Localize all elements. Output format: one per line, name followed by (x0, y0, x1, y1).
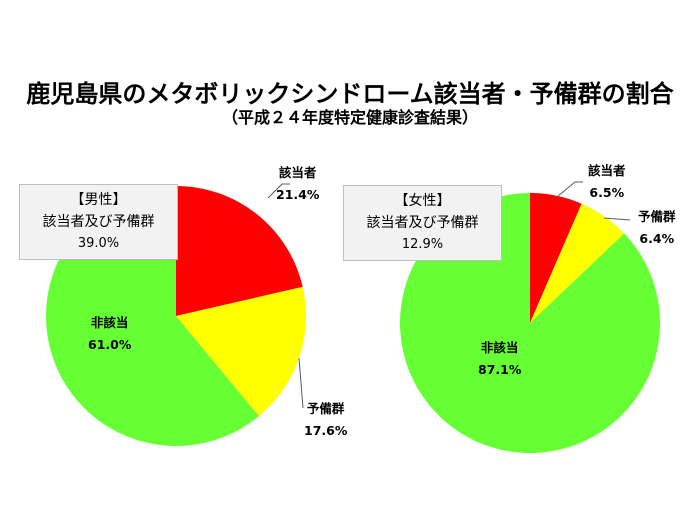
chart-title: 鹿児島県のメタボリックシンドローム該当者・予備群の割合 (26, 80, 674, 108)
chart-subtitle: （平成２４年度特定健康診査結果） (221, 108, 478, 127)
male-slice-reserve (176, 286, 306, 417)
female-heading: 【女性】 (394, 193, 451, 209)
female-slice-applicable (530, 193, 582, 323)
female-summary-box: 【女性】 該当者及び予備群 12.9% (343, 185, 502, 261)
leader-line-male-reserve (298, 357, 304, 409)
female-nonapplicable-label: 非該当 87.1% (478, 340, 522, 377)
female-applicable-label: 該当者 6.5% (588, 163, 626, 200)
leader-line-female-reserve (603, 217, 631, 221)
male-summary-value: 39.0% (77, 236, 120, 251)
male-slice-applicable (176, 186, 303, 316)
female-summary-label: 該当者及び予備群 (366, 215, 479, 231)
male-summary-label: 該当者及び予備群 (42, 214, 155, 230)
male-summary-box: 【男性】 該当者及び予備群 39.0% (19, 184, 178, 260)
leader-line-male-applicable (267, 183, 290, 199)
male-heading: 【男性】 (70, 192, 127, 208)
male-nonapplicable-label: 非該当 61.0% (88, 315, 132, 352)
male-applicable-label: 該当者 21.4% (276, 165, 320, 202)
male-reserve-label: 予備群 17.6% (304, 401, 348, 438)
female-summary-value: 12.9% (401, 237, 444, 252)
female-slice-reserve (530, 203, 625, 323)
leader-line-female-applicable (557, 181, 583, 197)
female-reserve-label: 予備群 6.4% (638, 209, 676, 246)
